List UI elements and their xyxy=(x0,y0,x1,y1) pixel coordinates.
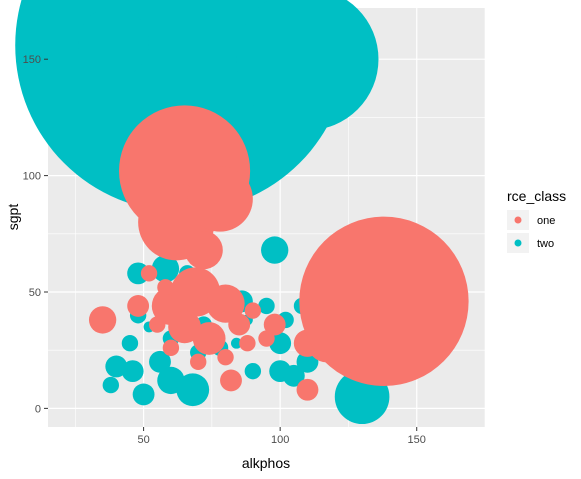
y-tick-label: 100 xyxy=(23,171,41,183)
data-point-one xyxy=(187,166,253,232)
data-point-two xyxy=(78,7,150,79)
data-point-two xyxy=(261,236,289,264)
data-point-two xyxy=(102,376,120,394)
legend-key-one xyxy=(514,216,522,224)
data-point-two xyxy=(258,297,275,315)
x-axis: 50 100 150 xyxy=(137,427,426,446)
data-point-one xyxy=(217,348,234,366)
y-tick-label: 0 xyxy=(35,403,41,415)
legend-label-one: one xyxy=(537,215,555,227)
data-point-one xyxy=(190,353,207,371)
y-axis: 0 50 100 150 xyxy=(23,54,48,415)
data-point-one xyxy=(296,378,319,401)
data-point-two xyxy=(236,0,379,131)
y-tick-label: 50 xyxy=(29,287,41,299)
data-point-one xyxy=(162,339,180,357)
x-tick-label: 50 xyxy=(137,434,149,446)
data-point-one xyxy=(206,284,245,323)
data-point-one xyxy=(184,230,223,270)
legend: rce_class one two xyxy=(507,188,566,253)
data-point-one xyxy=(239,335,256,352)
data-point-one xyxy=(140,265,158,282)
data-point-two xyxy=(244,362,262,380)
data-point-one xyxy=(88,306,117,334)
data-point-two xyxy=(151,255,180,283)
data-point-one xyxy=(168,310,201,344)
y-tick-label: 150 xyxy=(23,54,41,66)
data-point-one xyxy=(299,216,469,386)
data-point-one xyxy=(258,330,275,347)
data-point-two xyxy=(121,335,139,352)
data-point-two xyxy=(230,337,242,349)
data-point-one xyxy=(220,369,242,392)
legend-label-two: two xyxy=(537,238,554,250)
data-point-one xyxy=(157,279,174,296)
data-point-two xyxy=(105,355,128,378)
data-point-one xyxy=(244,302,262,319)
legend-title: rce_class xyxy=(507,188,566,204)
data-point-one xyxy=(228,313,251,336)
data-point-two xyxy=(149,350,171,373)
x-axis-title: alkphos xyxy=(242,455,290,471)
legend-key-two xyxy=(514,239,522,247)
data-point-two xyxy=(121,360,144,383)
data-point-one xyxy=(263,313,286,336)
data-point-one xyxy=(149,316,166,333)
x-tick-label: 150 xyxy=(408,434,426,446)
data-point-two xyxy=(132,383,155,406)
y-axis-title: sgpt xyxy=(5,204,21,231)
data-point-one xyxy=(127,295,150,317)
data-point-one xyxy=(192,322,226,355)
x-tick-label: 100 xyxy=(271,434,289,446)
data-point-two xyxy=(176,373,210,407)
data-point-two xyxy=(282,364,305,387)
data-points xyxy=(15,0,469,425)
data-point-two xyxy=(269,332,292,355)
